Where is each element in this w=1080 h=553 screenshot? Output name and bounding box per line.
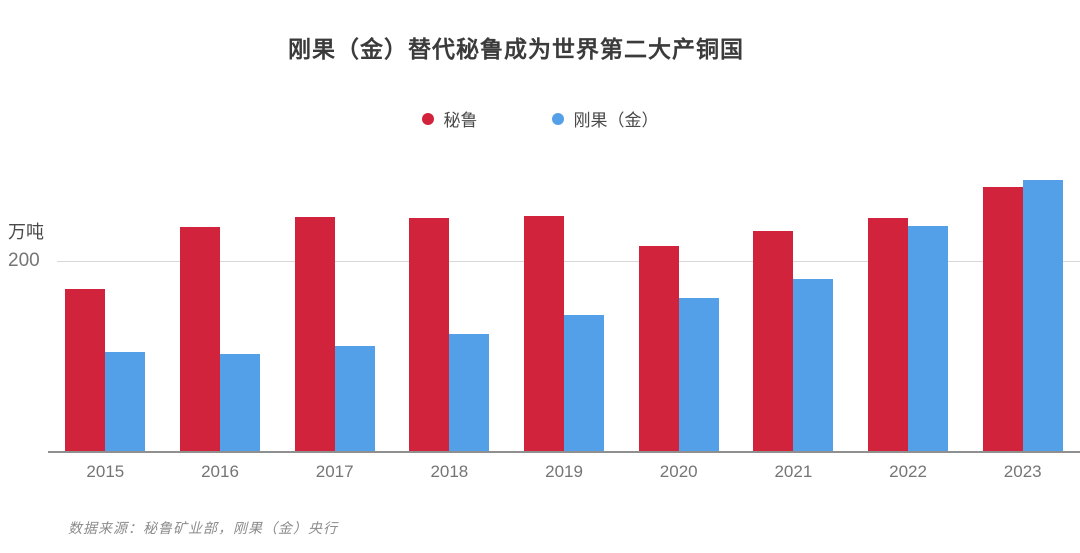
legend-label-congo: 刚果（金）	[573, 111, 659, 130]
bar-group-2019	[507, 153, 622, 451]
x-label-2018: 2018	[430, 462, 469, 481]
x-label-2023: 2023	[1003, 462, 1042, 481]
gridline-200	[57, 261, 1080, 262]
y-axis-unit-label: 万吨	[8, 222, 44, 242]
bar-秘鲁-2022	[868, 218, 909, 451]
legend-item-congo[interactable]: 刚果（金）	[551, 106, 659, 131]
y-axis-tick-200: 200	[8, 250, 40, 271]
x-label-2020: 2020	[659, 462, 698, 481]
bar-刚果（金）-2016	[220, 354, 260, 451]
bar-刚果（金）-2022	[908, 226, 949, 451]
legend-dot-peru-icon	[421, 112, 434, 125]
plot-area	[48, 153, 1080, 453]
bar-刚果（金）-2023	[1022, 180, 1063, 451]
bar-秘鲁-2018	[409, 218, 450, 451]
x-label-2021: 2021	[774, 462, 813, 481]
bar-group-2015	[48, 153, 163, 451]
legend: 秘鲁 刚果（金）	[0, 106, 1080, 131]
bar-刚果（金）-2021	[793, 279, 834, 451]
bar-group-2018	[392, 153, 507, 451]
source-note: 数据来源：秘鲁矿业部，刚果（金）央行	[68, 520, 338, 536]
bar-秘鲁-2019	[524, 216, 565, 451]
bar-秘鲁-2016	[180, 227, 220, 451]
legend-label-peru: 秘鲁	[443, 111, 478, 130]
bar-group-2021	[736, 153, 851, 451]
x-label-2015: 2015	[86, 462, 125, 481]
bar-秘鲁-2021	[753, 231, 794, 451]
bar-秘鲁-2023	[982, 187, 1023, 451]
bar-group-2020	[621, 153, 736, 451]
bar-group-2022	[851, 153, 966, 451]
x-label-2022: 2022	[889, 462, 927, 481]
x-label-2017: 2017	[315, 462, 354, 481]
bar-秘鲁-2020	[638, 246, 679, 451]
bar-group-2023	[965, 153, 1080, 451]
bar-group-2017	[277, 153, 392, 451]
x-label-2019: 2019	[545, 462, 583, 481]
x-axis: 2015 2016 2017 2018 2019 2020 2021 2022 2023	[48, 462, 1080, 482]
bar-秘鲁-2017	[294, 217, 335, 451]
bar-刚果（金）-2015	[105, 352, 146, 451]
bar-group-2016	[163, 153, 278, 451]
chart-title: 刚果（金）替代秘鲁成为世界第二大产铜国	[288, 36, 744, 62]
bar-秘鲁-2015	[65, 289, 106, 451]
bar-刚果（金）-2020	[678, 298, 719, 451]
x-label-2016: 2016	[201, 462, 239, 481]
legend-item-peru[interactable]: 秘鲁	[421, 106, 478, 131]
bar-刚果（金）-2018	[449, 334, 490, 451]
bar-刚果（金）-2017	[334, 346, 375, 451]
bar-刚果（金）-2019	[564, 315, 605, 451]
legend-dot-congo-icon	[551, 112, 564, 125]
